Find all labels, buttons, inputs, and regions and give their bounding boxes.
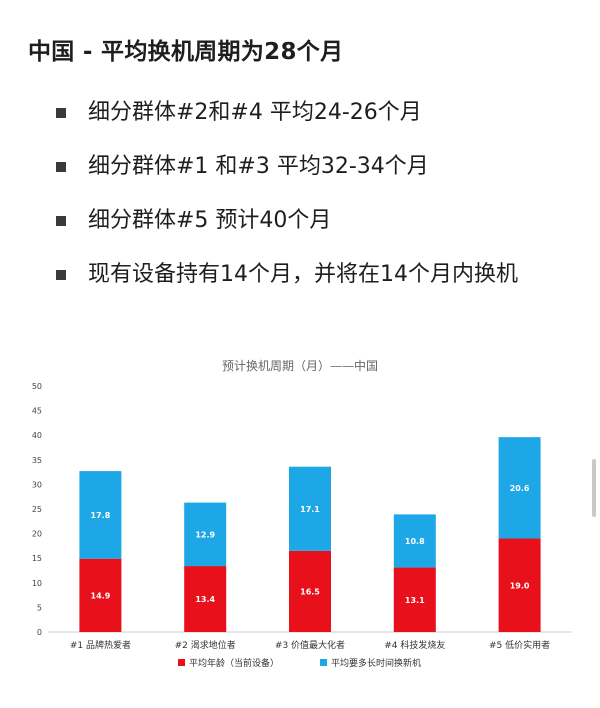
bullet-square-icon	[56, 216, 66, 226]
bullet-text: 细分群体#5 预计40个月	[88, 208, 332, 233]
bar-current-age	[184, 566, 227, 632]
bullet-item: 细分群体#1 和#3 平均32-34个月	[52, 140, 582, 194]
y-tick-label: 15	[32, 554, 42, 563]
bullet-text: 细分群体#1 和#3 平均32-34个月	[88, 154, 429, 179]
bar-data-label: 17.8	[91, 511, 111, 520]
legend-label: 平均年龄（当前设备）	[189, 657, 279, 669]
bullet-square-icon	[56, 162, 66, 172]
x-category-label: #1 品牌热爱者	[70, 639, 131, 651]
bar-data-label: 13.4	[195, 595, 215, 604]
y-tick-label: 10	[32, 579, 42, 588]
bullet-text: 细分群体#2和#4 平均24-26个月	[88, 100, 422, 125]
bar-data-label: 10.8	[405, 537, 425, 546]
legend-label: 平均要多长时间换新机	[331, 657, 421, 669]
bar-data-label: 19.0	[510, 581, 530, 590]
replacement-cycle-chart: 预计换机周期（月）——中国 0 5 10 15 20 25 30 35 40 45 50 #1 品牌热…	[20, 348, 576, 680]
bullet-text: 现有设备持有14个月，并将在14个月内换机	[88, 262, 518, 287]
bar-time-to-replace	[289, 466, 331, 551]
y-tick-label: 5	[37, 603, 42, 612]
bar-current-age	[393, 567, 436, 632]
page-heading: 中国 - 平均换机周期为28个月	[28, 39, 344, 65]
x-category-label: #4 科技发烧友	[384, 639, 445, 651]
x-category-label: #2 渴求地位者	[175, 639, 236, 651]
legend-swatch	[178, 659, 185, 666]
y-tick-label: 40	[32, 431, 42, 440]
bar-current-age	[289, 550, 331, 632]
bar-current-age	[79, 558, 122, 632]
bullet-list: 细分群体#2和#4 平均24-26个月 细分群体#1 和#3 平均32-34个月…	[52, 86, 582, 302]
bar-data-label: 13.1	[405, 596, 425, 605]
bar-data-label: 17.1	[300, 505, 320, 514]
legend-swatch	[320, 659, 327, 666]
y-tick-label: 20	[32, 530, 42, 539]
y-tick-label: 0	[37, 628, 42, 637]
x-category-label: #3 价值最大化者	[275, 639, 345, 651]
bar-time-to-replace	[79, 471, 122, 559]
bullet-square-icon	[56, 108, 66, 118]
bar-data-label: 14.9	[91, 591, 111, 600]
bar-current-age	[498, 538, 541, 632]
chart-title: 预计换机周期（月）——中国	[222, 358, 378, 373]
scrollbar[interactable]	[592, 459, 596, 517]
bar-data-label: 12.9	[195, 530, 215, 539]
bar-data-label: 20.6	[510, 484, 530, 493]
bullet-square-icon	[56, 270, 66, 280]
y-tick-label: 50	[32, 382, 42, 391]
bullet-item: 细分群体#2和#4 平均24-26个月	[52, 86, 582, 140]
y-tick-label: 25	[32, 505, 42, 514]
bar-data-label: 16.5	[300, 587, 320, 596]
y-tick-label: 35	[32, 456, 42, 465]
y-tick-label: 30	[32, 480, 42, 489]
bar-time-to-replace	[393, 514, 436, 568]
y-tick-label: 45	[32, 407, 42, 416]
bar-time-to-replace	[184, 502, 227, 567]
bar-time-to-replace	[498, 437, 541, 539]
bullet-item: 现有设备持有14个月，并将在14个月内换机	[52, 248, 582, 302]
bullet-item: 细分群体#5 预计40个月	[52, 194, 582, 248]
x-category-label: #5 低价实用者	[489, 639, 550, 651]
